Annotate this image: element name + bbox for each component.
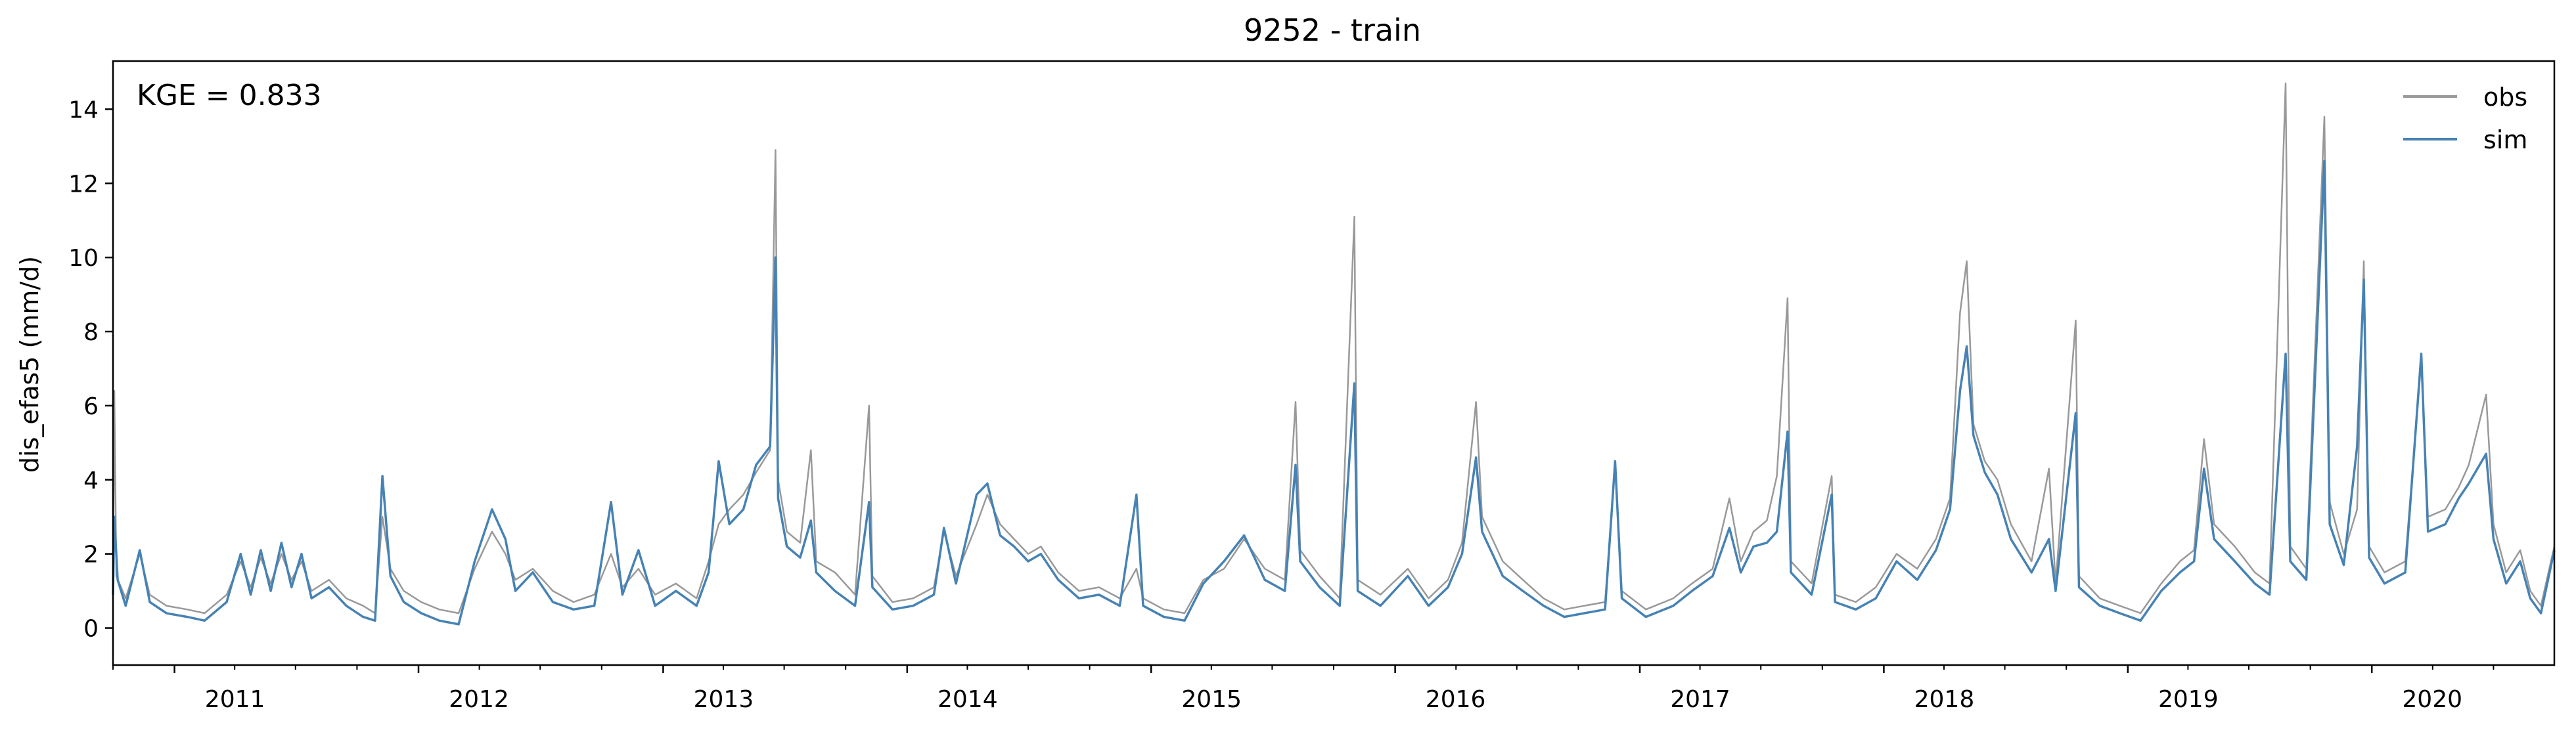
y-tick-label: 14 [68, 97, 99, 123]
series-line-sim [112, 160, 2556, 626]
x-tick-label: 2011 [205, 686, 265, 713]
legend-label-sim: sim [2483, 125, 2527, 154]
y-tick-label: 2 [83, 542, 99, 569]
y-tick-label: 12 [68, 171, 99, 198]
y-axis-ticks: 0 2 4 6 8 10 12 14 [68, 97, 113, 643]
kge-annotation: KGE = 0.833 [137, 79, 322, 112]
legend-label-obs: obs [2483, 83, 2527, 112]
x-tick-label: 2017 [1670, 686, 1730, 713]
x-tick-label: 2013 [694, 686, 754, 713]
x-axis-ticks: 2011 2012 2013 2014 2015 2016 2017 2018 2019 2020 [112, 665, 2495, 713]
y-tick-label: 6 [83, 393, 99, 420]
y-tick-label: 0 [83, 616, 99, 643]
x-tick-label: 2018 [1914, 686, 1975, 713]
y-tick-label: 10 [68, 245, 99, 272]
x-tick-label: 2014 [938, 686, 998, 713]
y-axis-title: dis_efas5 (mm/d) [15, 256, 44, 473]
series-line-obs [112, 82, 2556, 615]
x-tick-label: 2015 [1181, 686, 1242, 713]
x-tick-label: 2019 [2158, 686, 2219, 713]
x-tick-label: 2020 [2402, 686, 2462, 713]
legend: obs sim [2403, 83, 2527, 154]
y-tick-label: 4 [83, 467, 99, 494]
x-tick-label: 2016 [1426, 686, 1486, 713]
x-tick-label: 2012 [449, 686, 509, 713]
y-tick-label: 8 [83, 319, 99, 346]
plot-frame [112, 60, 2556, 666]
chart-title: 9252 - train [1244, 12, 1421, 48]
